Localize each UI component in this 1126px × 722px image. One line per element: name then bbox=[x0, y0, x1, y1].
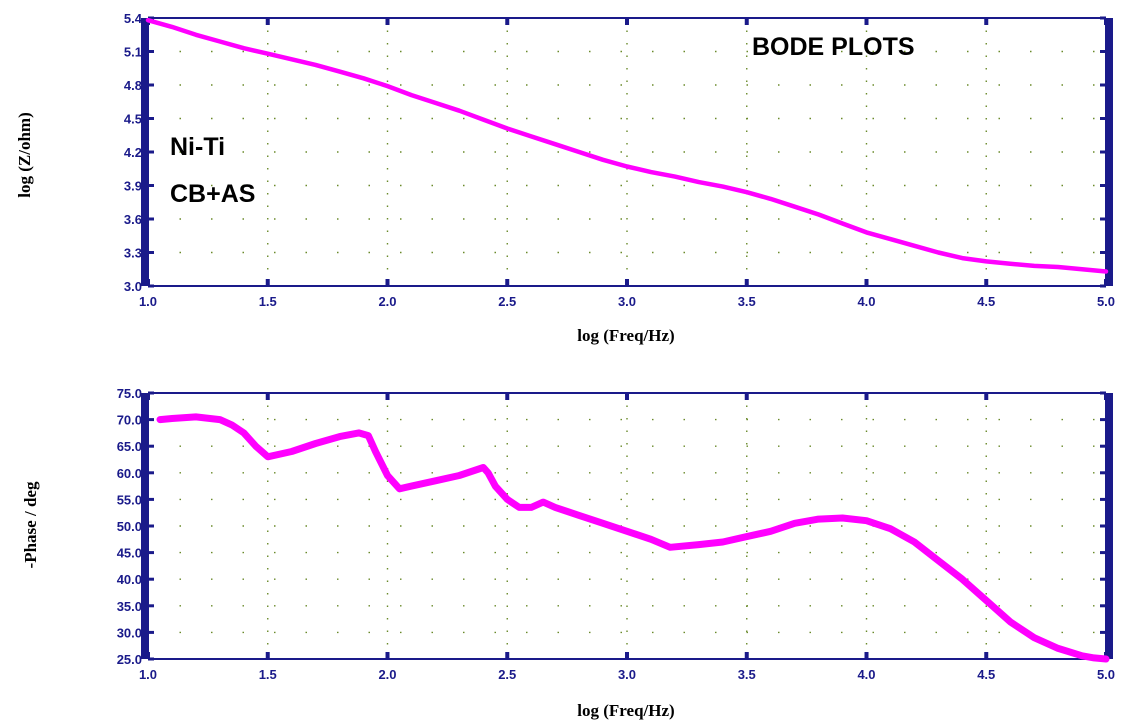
bode-plots-title: BODE PLOTS bbox=[752, 33, 915, 61]
phase-y-axis-title: -Phase / deg bbox=[21, 481, 40, 568]
phase-x-tick-label: 3.5 bbox=[738, 667, 756, 682]
phase-x-tick-label: 2.0 bbox=[378, 667, 396, 682]
impedance-data-line bbox=[145, 17, 1109, 274]
impedance-y-tick-label: 3.3 bbox=[124, 246, 142, 261]
phase-x-axis-title: log (Freq/Hz) bbox=[577, 701, 674, 720]
phase-x-tick-label: 5.0 bbox=[1097, 667, 1115, 682]
phase-y-tick-label: 40.0 bbox=[117, 572, 142, 587]
phase-y-tick-label: 45.0 bbox=[117, 546, 142, 561]
impedance-x-tick-label: 2.0 bbox=[378, 294, 396, 309]
phase-y-tick-label: 60.0 bbox=[117, 466, 142, 481]
phase-y-tick-labels: 75.0 70.0 65.0 60.0 55.0 50.0 45.0 40.0 35.0 30.0… bbox=[117, 386, 142, 667]
phase-grid bbox=[148, 393, 1106, 659]
impedance-x-tick-label: 1.5 bbox=[259, 294, 277, 309]
phase-x-tick-labels: 1.0 1.5 2.0 2.5 3.0 3.5 4.0 4.5 5.0 bbox=[139, 667, 1115, 682]
phase-x-tick-label: 2.5 bbox=[498, 667, 516, 682]
phase-y-tick-label: 55.0 bbox=[117, 492, 142, 507]
impedance-x-tick-label: 3.0 bbox=[618, 294, 636, 309]
impedance-y-tick-label: 5.1 bbox=[124, 45, 142, 60]
impedance-y-tick-label: 3.9 bbox=[124, 179, 142, 194]
phase-y-tick-label: 30.0 bbox=[117, 625, 142, 640]
phase-y-tick-label: 70.0 bbox=[117, 413, 142, 428]
phase-data-line bbox=[156, 413, 1110, 663]
impedance-magnitude-panel: 1.0 1.5 2.0 2.5 3.0 3.5 4.0 4.5 5.0 5.4 5.1 4.8 4.5… bbox=[15, 11, 1115, 345]
phase-x-tick-label: 1.0 bbox=[139, 667, 157, 682]
impedance-x-tick-labels: 1.0 1.5 2.0 2.5 3.0 3.5 4.0 4.5 5.0 bbox=[139, 294, 1115, 309]
impedance-x-tick-label: 1.0 bbox=[139, 294, 157, 309]
phase-y-tick-label: 50.0 bbox=[117, 519, 142, 534]
phase-x-tick-label: 3.0 bbox=[618, 667, 636, 682]
phase-y-tick-label: 25.0 bbox=[117, 652, 142, 667]
phase-plot-frame bbox=[141, 391, 1113, 661]
impedance-x-tick-label: 5.0 bbox=[1097, 294, 1115, 309]
phase-y-tick-label: 35.0 bbox=[117, 599, 142, 614]
alloy-label: Ni-Ti bbox=[170, 133, 225, 161]
impedance-x-axis-title: log (Freq/Hz) bbox=[577, 326, 674, 345]
impedance-x-tick-label: 4.5 bbox=[977, 294, 995, 309]
impedance-y-tick-labels: 5.4 5.1 4.8 4.5 4.2 3.9 3.6 3.3 3.0 bbox=[124, 11, 143, 294]
phase-y-tick-label: 75.0 bbox=[117, 386, 142, 401]
impedance-y-tick-label: 5.4 bbox=[124, 11, 143, 26]
impedance-x-tick-label: 2.5 bbox=[498, 294, 516, 309]
impedance-series bbox=[145, 17, 1109, 274]
phase-series bbox=[156, 413, 1110, 663]
impedance-plot-frame bbox=[141, 16, 1113, 288]
phase-x-tick-label: 4.0 bbox=[857, 667, 875, 682]
phase-x-tick-label: 1.5 bbox=[259, 667, 277, 682]
phase-x-tick-label: 4.5 bbox=[977, 667, 995, 682]
impedance-y-tick-label: 4.5 bbox=[124, 112, 142, 127]
impedance-y-tick-label: 4.2 bbox=[124, 145, 142, 160]
impedance-x-tick-label: 4.0 bbox=[857, 294, 875, 309]
impedance-x-tick-label: 3.5 bbox=[738, 294, 756, 309]
phase-angle-panel: 1.0 1.5 2.0 2.5 3.0 3.5 4.0 4.5 5.0 75.0 70.0 65.0… bbox=[21, 386, 1115, 720]
impedance-y-tick-label: 4.8 bbox=[124, 78, 142, 93]
impedance-y-tick-label: 3.0 bbox=[124, 279, 142, 294]
impedance-y-tick-label: 3.6 bbox=[124, 212, 142, 227]
coating-label: CB+AS bbox=[170, 180, 255, 208]
impedance-y-axis-title: log (Z/ohm) bbox=[15, 112, 34, 197]
phase-y-tick-label: 65.0 bbox=[117, 439, 142, 454]
